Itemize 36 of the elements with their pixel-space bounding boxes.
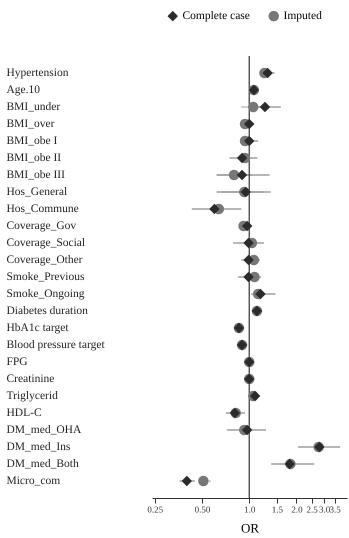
y-tick-label: HDL-C [6, 407, 42, 419]
y-tick-label: Triglycerid [6, 390, 58, 402]
x-axis-title: OR [240, 520, 260, 536]
y-tick-label: HbA1c target [6, 322, 70, 334]
y-tick-label: BMI_under [6, 101, 60, 113]
legend-label: Imputed [284, 10, 322, 22]
x-tick-label: 0.25 [147, 504, 164, 514]
legend-label: Complete case [182, 10, 250, 22]
y-tick-label: Hypertension [6, 67, 69, 79]
y-tick-label: Hos_General [6, 186, 68, 198]
x-tick-label: 3.0 [318, 504, 331, 514]
y-tick-label: DM_med_Ins [6, 441, 71, 453]
y-tick-label: Micro_com [6, 475, 60, 487]
x-tick-label: 3.5 [329, 504, 342, 514]
y-tick-label: BMI_obe I [6, 135, 58, 147]
y-tick-label: Blood pressure target [6, 339, 106, 351]
y-tick-label: BMI_obe III [6, 169, 66, 181]
y-tick-label: BMI_obe II [6, 152, 62, 164]
x-tick-label: 2.0 [291, 504, 304, 514]
y-tick-label: Age.10 [6, 84, 40, 96]
y-tick-label: Creatinine [6, 373, 54, 385]
y-tick-label: Hos_Commune [6, 203, 79, 215]
y-tick-label: Coverage_Gov [6, 220, 76, 232]
y-tick-label: DM_med_Both [6, 458, 79, 470]
y-tick-label: Smoke_Ongoing [6, 288, 85, 300]
x-tick-label: 1.0 [244, 504, 256, 514]
x-tick-label: 0.50 [194, 504, 211, 514]
y-tick-label: Diabetes duration [6, 305, 88, 317]
x-tick-label: 2.5 [306, 504, 318, 514]
y-tick-label: BMI_over [6, 118, 55, 130]
y-tick-label: FPG [6, 356, 28, 368]
y-tick-label: Coverage_Other [6, 254, 83, 266]
x-tick-label: 1.5 [272, 504, 284, 514]
y-tick-label: Smoke_Previous [6, 271, 85, 283]
y-tick-label: Coverage_Social [6, 237, 86, 249]
y-tick-label: DM_med_OHA [6, 424, 82, 436]
